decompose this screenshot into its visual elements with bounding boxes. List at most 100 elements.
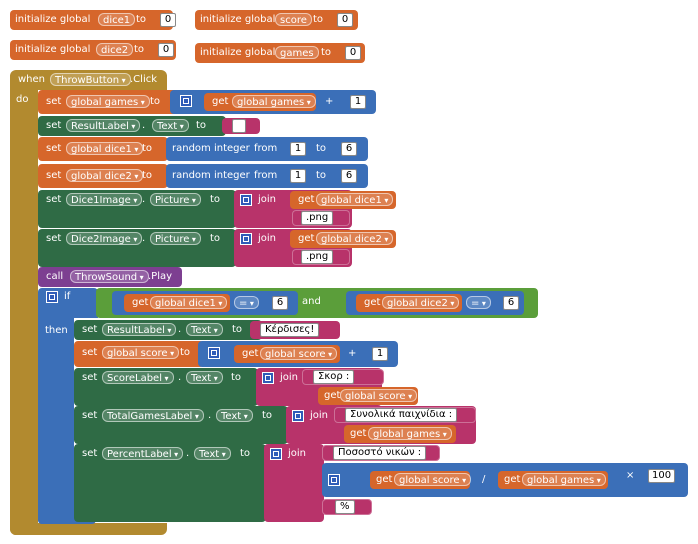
component-dropdown[interactable]: Dice1Image [66,193,143,206]
random-integer-block[interactable]: random integer from 1 to 6 [166,164,368,188]
property-dropdown[interactable]: Text [194,447,231,460]
var-dropdown[interactable]: global games [66,95,150,108]
set-dice2image-picture-block[interactable]: set Dice2Image . Picture to [38,229,236,267]
get-global-games-block[interactable]: get global games [498,471,608,489]
number-value[interactable]: 0 [160,13,176,27]
string-value[interactable]: .png [301,211,334,225]
get-global-games-block[interactable]: get global games [204,93,316,111]
var-dropdown[interactable]: global score [340,389,418,402]
mutator-gear-icon[interactable] [328,474,340,486]
set-percentlabel-text-block[interactable]: set PercentLabel . Text to [74,444,266,522]
number-value[interactable]: 6 [341,142,357,156]
component-dropdown[interactable]: ScoreLabel [102,371,174,384]
property-dropdown[interactable]: Text [186,323,223,336]
string-value[interactable] [232,119,246,133]
property-dropdown[interactable]: Text [152,119,189,132]
get-global-dice1-block[interactable]: get global dice1 [124,294,230,312]
string-value[interactable]: .png [301,250,334,264]
get-global-dice2-block[interactable]: get global dice2 [356,294,462,312]
property-dropdown[interactable]: Text [186,371,223,384]
var-dropdown[interactable]: global dice2 [316,232,394,245]
when-click-event-block[interactable]: when ThrowButton .Click [10,70,167,90]
operator-dropdown[interactable]: = [234,296,259,309]
random-integer-block[interactable]: random integer from 1 to 6 [166,137,368,161]
string-value[interactable]: Σκορ : [313,370,355,384]
set-scorelabel-text-block[interactable]: set ScoreLabel . Text to [74,368,258,406]
var-dropdown[interactable]: global games [368,427,452,440]
property-dropdown[interactable]: Picture [150,232,201,245]
component-dropdown[interactable]: ResultLabel [102,323,177,336]
component-dropdown[interactable]: ResultLabel [66,119,141,132]
number-value[interactable]: 0 [337,13,353,27]
text-string-block[interactable]: Συνολικά παιχνίδια : [334,407,476,423]
mutator-gear-icon[interactable] [262,372,274,384]
var-dropdown[interactable]: global games [232,95,316,108]
set-resultlabel-text-block[interactable]: set ResultLabel . Text to [74,320,262,340]
component-dropdown[interactable]: ThrowButton [50,73,131,86]
set-global-games-block[interactable]: set global games to [38,90,178,114]
mutator-gear-icon[interactable] [208,347,220,359]
mutator-gear-icon[interactable] [180,95,192,107]
init-global-games-block[interactable]: initialize global games to 0 [195,43,365,63]
get-global-games-block[interactable]: get global games [344,425,456,443]
var-dropdown[interactable]: global dice2 [66,169,144,182]
var-dropdown[interactable]: global dice1 [316,193,394,206]
get-global-dice1-block[interactable]: get global dice1 [290,191,396,209]
operator-dropdown[interactable]: = [466,296,491,309]
number-value[interactable]: 1 [290,142,306,156]
join-block[interactable]: join [264,444,324,522]
get-global-score-block[interactable]: get global score [234,345,340,363]
mutator-gear-icon[interactable] [240,233,252,245]
property-dropdown[interactable]: Picture [150,193,201,206]
set-global-dice2-block[interactable]: set global dice2 to [38,164,168,188]
set-dice1image-picture-block[interactable]: set Dice1Image . Picture to [38,190,236,228]
mutator-gear-icon[interactable] [292,410,304,422]
number-value[interactable]: 1 [372,347,388,361]
get-global-score-block[interactable]: get global score [370,471,472,489]
var-dropdown[interactable]: global dice1 [66,142,144,155]
number-value[interactable]: 6 [503,296,519,310]
text-string-block[interactable]: Κέρδισες! [250,321,340,339]
var-dropdown[interactable]: global score [260,347,338,360]
var-dropdown[interactable]: global dice2 [382,296,460,309]
string-value[interactable]: Κέρδισες! [260,323,320,337]
text-string-block[interactable]: % [322,499,372,515]
set-totalgameslabel-text-block[interactable]: set TotalGamesLabel . Text to [74,406,288,444]
property-dropdown[interactable]: Text [216,409,253,422]
set-global-dice1-block[interactable]: set global dice1 to [38,137,168,161]
init-global-score-block[interactable]: initialize global score to 0 [195,10,358,30]
var-dropdown[interactable]: global score [102,346,180,359]
mutator-gear-icon[interactable] [240,194,252,206]
text-string-block[interactable]: Σκορ : [302,369,384,385]
get-global-dice2-block[interactable]: get global dice2 [290,230,396,248]
string-value[interactable]: Συνολικά παιχνίδια : [345,408,458,422]
if-then-block[interactable]: if [38,288,98,318]
set-global-score-block[interactable]: set global score to [74,341,204,367]
component-dropdown[interactable]: Dice2Image [66,232,143,245]
number-value[interactable]: 6 [272,296,288,310]
init-global-dice1-block[interactable]: initialize global dice1 to 0 [10,10,176,30]
mutator-gear-icon[interactable] [46,291,58,303]
text-string-block[interactable]: .png [292,249,350,265]
init-var-name[interactable]: score [275,13,312,26]
text-string-block[interactable] [222,118,260,134]
number-value[interactable]: 6 [341,169,357,183]
set-resultlabel-text-block[interactable]: set ResultLabel . Text to [38,116,226,136]
mutator-gear-icon[interactable] [270,448,282,460]
number-value[interactable]: 100 [648,469,676,483]
component-dropdown[interactable]: PercentLabel [102,447,184,460]
text-string-block[interactable]: .png [292,210,350,226]
init-var-name[interactable]: games [275,46,319,59]
get-global-score-block[interactable]: get global score [318,387,418,405]
init-var-name[interactable]: dice1 [98,13,136,26]
number-value[interactable]: 0 [345,46,361,60]
number-value[interactable]: 1 [290,169,306,183]
text-string-block[interactable]: Ποσοστό νικών : [322,445,440,461]
component-dropdown[interactable]: TotalGamesLabel [102,409,204,422]
init-var-name[interactable]: dice2 [96,43,134,56]
call-throwsound-play-block[interactable]: call ThrowSound .Play [38,267,182,287]
init-global-dice2-block[interactable]: initialize global dice2 to 0 [10,40,176,60]
string-value[interactable]: Ποσοστό νικών : [333,446,427,460]
number-value[interactable]: 0 [158,43,174,57]
number-value[interactable]: 1 [350,95,366,109]
